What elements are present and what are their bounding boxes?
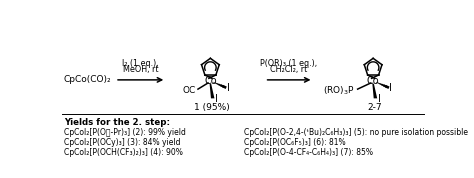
- Text: CpCo(CO)₂: CpCo(CO)₂: [64, 75, 111, 84]
- Text: I₂ (1 eq.),: I₂ (1 eq.),: [122, 59, 159, 68]
- Text: CpCoI₂[P(OC₆F₅)₃] (6): 81%: CpCoI₂[P(OC₆F₅)₃] (6): 81%: [244, 138, 346, 147]
- Text: MeOH, rt: MeOH, rt: [123, 65, 158, 74]
- Text: CpCoI₂[P(OCy)₃] (3): 84% yield: CpCoI₂[P(OCy)₃] (3): 84% yield: [64, 138, 181, 147]
- Text: I: I: [378, 94, 381, 104]
- Text: I: I: [390, 83, 392, 93]
- Text: CpCoI₂[P(O⁩-Pr)₃] (2): 99% yield: CpCoI₂[P(O⁩-Pr)₃] (2): 99% yield: [64, 128, 186, 137]
- Text: (RO)$_3$P: (RO)$_3$P: [323, 84, 356, 97]
- Text: 2-7: 2-7: [367, 103, 382, 112]
- Text: Co: Co: [204, 76, 217, 87]
- Text: 1 (95%): 1 (95%): [194, 103, 230, 112]
- Polygon shape: [373, 84, 377, 98]
- Polygon shape: [210, 84, 214, 98]
- Text: I: I: [227, 83, 229, 93]
- Text: Yields for the 2. step:: Yields for the 2. step:: [64, 118, 170, 127]
- Text: Co: Co: [367, 76, 380, 87]
- Text: P(OR)₃ (1 eq.),: P(OR)₃ (1 eq.),: [261, 59, 318, 68]
- Text: CpCoI₂[P(O-2,4-(ᵗBu)₂C₆H₃)₃] (5): no pure isolation possible: CpCoI₂[P(O-2,4-(ᵗBu)₂C₆H₃)₃] (5): no pur…: [244, 128, 468, 137]
- Text: CH₂Cl₂, rt: CH₂Cl₂, rt: [270, 65, 308, 74]
- Text: CpCoI₂[P(OCH(CF₃)₂)₃] (4): 90%: CpCoI₂[P(OCH(CF₃)₂)₃] (4): 90%: [64, 148, 183, 157]
- Text: OC: OC: [182, 86, 196, 95]
- Text: I: I: [215, 94, 218, 104]
- Text: CpCoI₂[P(O-4-CF₄-C₆H₄)₃] (7): 85%: CpCoI₂[P(O-4-CF₄-C₆H₄)₃] (7): 85%: [244, 148, 373, 157]
